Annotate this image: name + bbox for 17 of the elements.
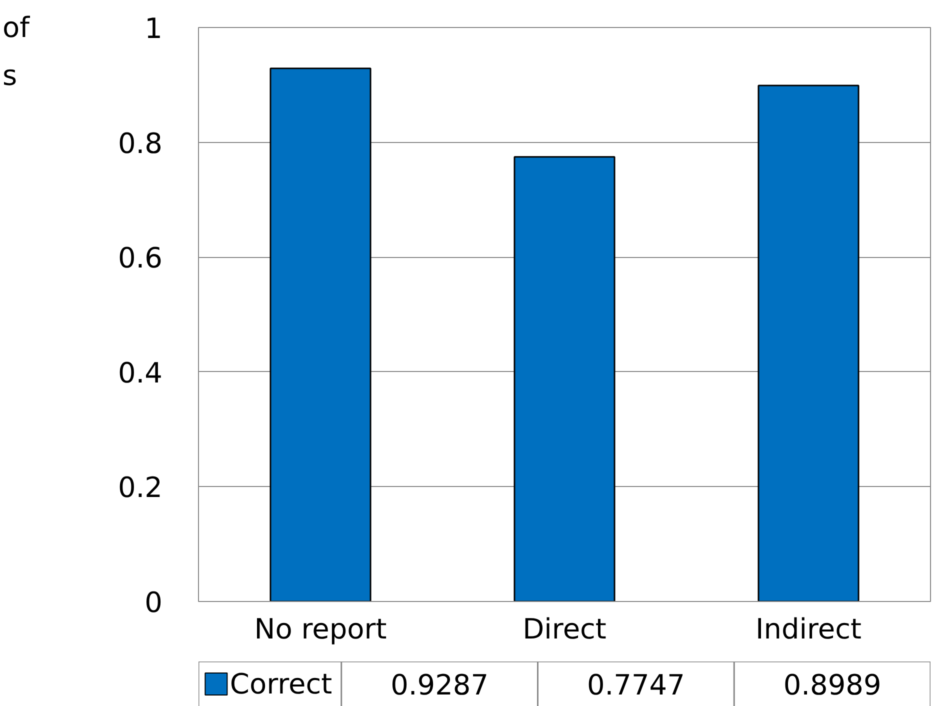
x-tick-label: No report xyxy=(254,612,387,646)
y-tick-label: 0.2 xyxy=(118,471,162,504)
y-tick-label: 0.6 xyxy=(118,242,162,275)
data-label: 0.8989 xyxy=(783,668,882,702)
data-label: 0.9287 xyxy=(390,668,489,702)
bar xyxy=(270,68,372,602)
y-axis-title: of s xyxy=(2,11,31,92)
bar xyxy=(758,84,860,602)
y-tick-label: 0.4 xyxy=(118,356,162,390)
y-tick-label: 0 xyxy=(144,586,163,619)
x-tick-label: Direct xyxy=(522,612,606,646)
x-tick-label: Indirect xyxy=(755,612,862,646)
bar xyxy=(514,156,616,602)
data-label: 0.7747 xyxy=(586,668,685,702)
y-tick-label: 0.8 xyxy=(118,126,162,160)
y-tick-label: 1 xyxy=(144,12,163,45)
legend-label: Correct xyxy=(230,668,332,700)
